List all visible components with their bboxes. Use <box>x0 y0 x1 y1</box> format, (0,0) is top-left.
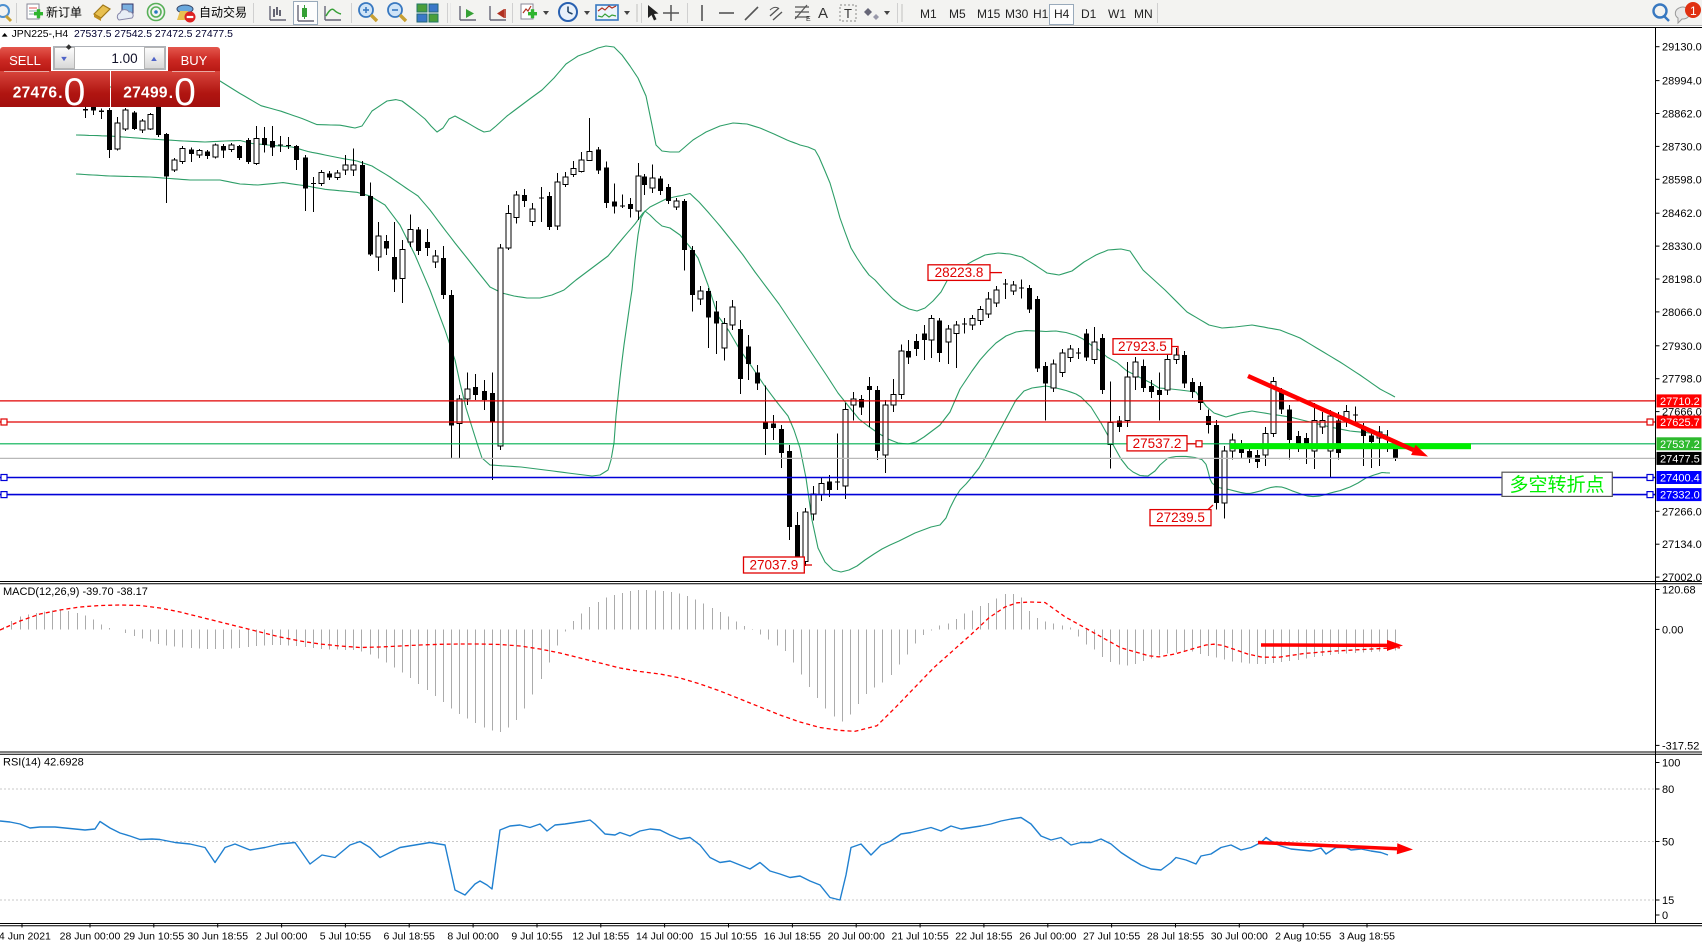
svg-text:JPN225-,H4 27537.5 27542.5 27: JPN225-,H4 27537.5 27542.5 27472.5 27477… <box>12 29 233 40</box>
svg-text:28598.0: 28598.0 <box>1662 174 1702 186</box>
svg-text:27 Jul 10:55: 27 Jul 10:55 <box>1083 931 1140 943</box>
svg-text:27537.2: 27537.2 <box>1660 439 1700 451</box>
svg-text:15: 15 <box>1662 895 1674 907</box>
svg-text:9 Jul 10:55: 9 Jul 10:55 <box>511 931 563 943</box>
svg-text:T: T <box>844 6 852 21</box>
svg-text:28730.0: 28730.0 <box>1662 141 1702 153</box>
svg-text:22 Jul 18:55: 22 Jul 18:55 <box>955 931 1012 943</box>
svg-text:100: 100 <box>1662 758 1680 770</box>
svg-text:29 Jun 10:55: 29 Jun 10:55 <box>123 931 184 943</box>
svg-text:新订单: 新订单 <box>46 5 82 20</box>
svg-text:24 Jun 2021: 24 Jun 2021 <box>0 931 51 943</box>
svg-text:50: 50 <box>1662 837 1674 849</box>
svg-text:80: 80 <box>1662 784 1674 796</box>
svg-text:3 Aug 18:55: 3 Aug 18:55 <box>1339 931 1395 943</box>
svg-text:28 Jul 18:55: 28 Jul 18:55 <box>1147 931 1204 943</box>
svg-text:27710.2: 27710.2 <box>1660 396 1700 408</box>
svg-text:27798.0: 27798.0 <box>1662 374 1702 386</box>
svg-text:26 Jul 00:00: 26 Jul 00:00 <box>1019 931 1076 943</box>
svg-text:0.00: 0.00 <box>1662 624 1683 636</box>
svg-text:28198.0: 28198.0 <box>1662 274 1702 286</box>
svg-text:27266.0: 27266.0 <box>1662 506 1702 518</box>
svg-text:27625.7: 27625.7 <box>1660 417 1700 429</box>
svg-text:27400.4: 27400.4 <box>1660 473 1700 485</box>
svg-text:27002.0: 27002.0 <box>1662 572 1702 584</box>
svg-text:27332.0: 27332.0 <box>1660 490 1700 502</box>
svg-text:120.68: 120.68 <box>1662 585 1696 597</box>
svg-text:2 Aug 10:55: 2 Aug 10:55 <box>1275 931 1331 943</box>
svg-text:29130.0: 29130.0 <box>1662 42 1702 54</box>
svg-text:27134.0: 27134.0 <box>1662 539 1702 551</box>
svg-text:0: 0 <box>1662 910 1668 922</box>
svg-text:RSI(14) 42.6928: RSI(14) 42.6928 <box>3 757 84 769</box>
svg-text:27930.0: 27930.0 <box>1662 341 1702 353</box>
svg-text:30 Jul 00:00: 30 Jul 00:00 <box>1211 931 1268 943</box>
svg-text:14 Jul 00:00: 14 Jul 00:00 <box>636 931 693 943</box>
svg-text:27477.5: 27477.5 <box>1660 453 1700 465</box>
svg-text:27923.5: 27923.5 <box>1118 339 1167 354</box>
svg-text:A: A <box>818 5 828 22</box>
svg-text:27537.2: 27537.2 <box>1133 436 1182 451</box>
svg-text:1: 1 <box>1690 4 1697 18</box>
svg-text:2 Jul 00:00: 2 Jul 00:00 <box>256 931 308 943</box>
svg-text:28223.8: 28223.8 <box>935 265 984 280</box>
svg-text:MACD(12,26,9) -39.70 -38.17: MACD(12,26,9) -39.70 -38.17 <box>3 586 148 598</box>
svg-text:28066.0: 28066.0 <box>1662 307 1702 319</box>
svg-text:-317.52: -317.52 <box>1662 740 1699 752</box>
svg-text:8 Jul 00:00: 8 Jul 00:00 <box>447 931 499 943</box>
svg-text:28462.0: 28462.0 <box>1662 208 1702 220</box>
svg-text:27239.5: 27239.5 <box>1156 510 1205 525</box>
svg-text:28 Jun 00:00: 28 Jun 00:00 <box>60 931 121 943</box>
svg-text:多空转折点: 多空转折点 <box>1509 474 1604 496</box>
svg-text:20 Jul 00:00: 20 Jul 00:00 <box>828 931 885 943</box>
svg-text:30 Jun 18:55: 30 Jun 18:55 <box>187 931 248 943</box>
svg-text:E: E <box>806 16 811 23</box>
svg-text:28330.0: 28330.0 <box>1662 241 1702 253</box>
svg-text:28862.0: 28862.0 <box>1662 109 1702 121</box>
svg-text:自动交易: 自动交易 <box>199 5 247 20</box>
svg-text:6 Jul 18:55: 6 Jul 18:55 <box>384 931 436 943</box>
svg-text:12 Jul 18:55: 12 Jul 18:55 <box>572 931 629 943</box>
svg-text:5 Jul 10:55: 5 Jul 10:55 <box>320 931 372 943</box>
svg-text:21 Jul 10:55: 21 Jul 10:55 <box>891 931 948 943</box>
svg-text:16 Jul 18:55: 16 Jul 18:55 <box>764 931 821 943</box>
svg-text:27037.9: 27037.9 <box>749 558 798 573</box>
svg-text:28994.0: 28994.0 <box>1662 76 1702 88</box>
svg-text:15 Jul 10:55: 15 Jul 10:55 <box>700 931 757 943</box>
